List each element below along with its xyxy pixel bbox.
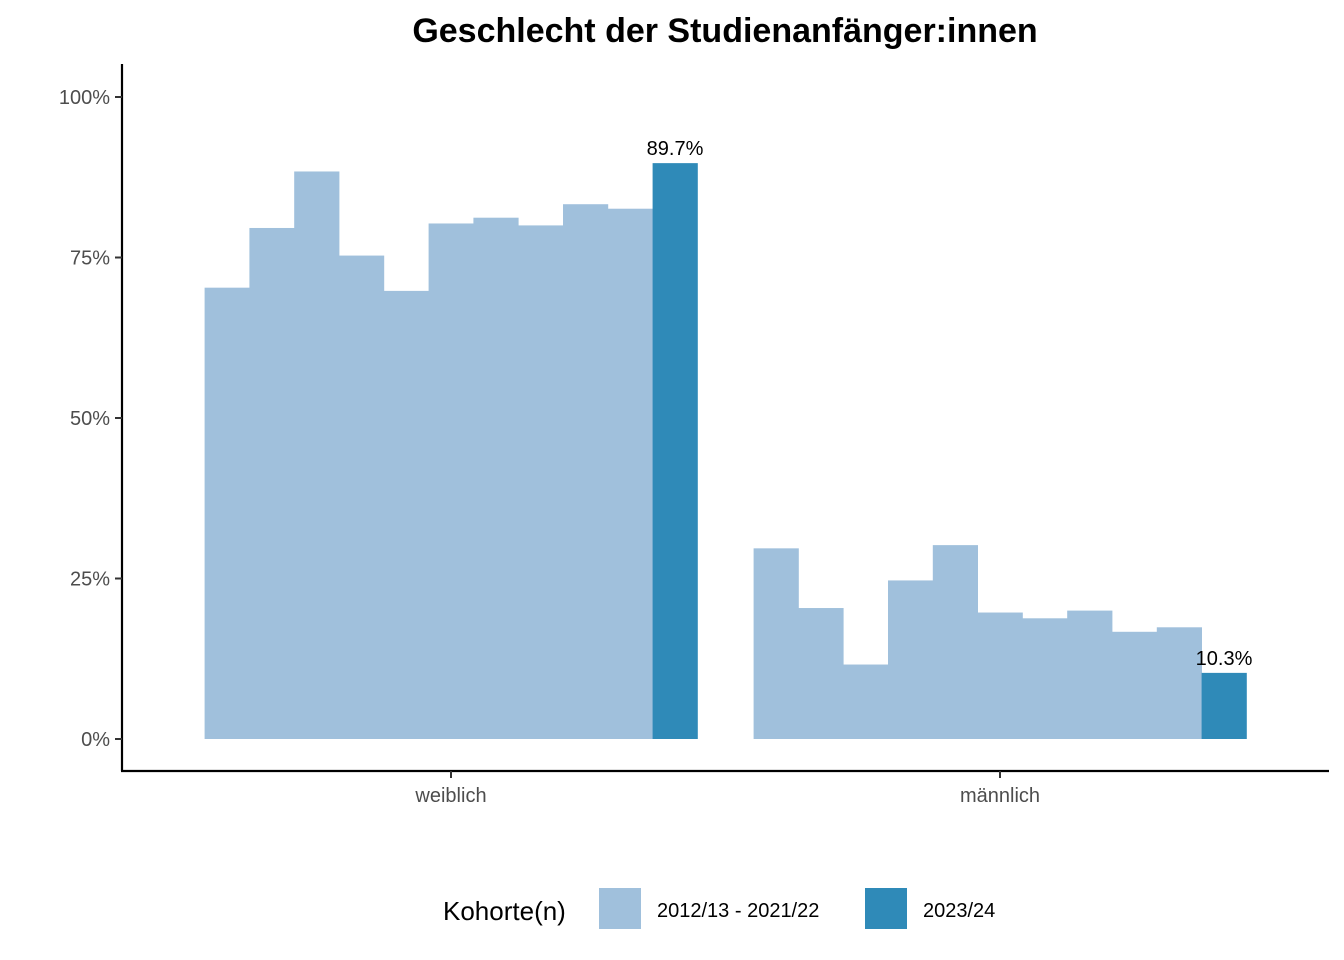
bar-weiblich-2013-14 (249, 227, 295, 739)
bar-männlich-2019-20 (1067, 610, 1113, 739)
legend-title: Kohorte(n) (443, 896, 566, 926)
bar-männlich-2018-19 (1022, 618, 1068, 739)
x-tick-label-männlich: männlich (960, 785, 1040, 807)
bar-weiblich-2018-19 (473, 217, 519, 739)
legend-label-past: 2012/13 - 2021/22 (657, 900, 819, 922)
bar-weiblich-2016-17 (383, 290, 429, 739)
axes: 0% 25% 50% 75% 100% weiblich männlich (59, 64, 1329, 807)
bar-männlich-2023-24 (1201, 672, 1247, 739)
y-tick-label: 0% (81, 729, 110, 751)
bar-weiblich-2017-18 (428, 223, 474, 740)
x-tick-label-weiblich: weiblich (414, 785, 486, 807)
y-tick-label: 50% (70, 408, 110, 430)
y-tick-label: 75% (70, 248, 110, 270)
bar-weiblich-2020-21 (563, 204, 609, 739)
legend-swatch-past (599, 888, 641, 929)
y-tick-label: 25% (70, 569, 110, 591)
bar-weiblich-2014-15 (294, 171, 340, 740)
plot-area: 89.7% 10.3% (204, 138, 1253, 740)
bar-weiblich-2012-13 (204, 287, 250, 739)
bar-männlich-2017-18 (977, 612, 1023, 739)
legend: Kohorte(n) 2012/13 - 2021/22 2023/24 (443, 888, 995, 929)
bar-weiblich-2023-24 (652, 163, 698, 739)
bar-männlich-2012-13 (753, 548, 799, 739)
legend-label-current: 2023/24 (923, 900, 995, 922)
data-label-männlich: 10.3% (1196, 648, 1253, 670)
bar-weiblich-2021-22 (607, 208, 653, 739)
bar-männlich-2014-15 (843, 664, 889, 739)
legend-swatch-current (865, 888, 907, 929)
bar-weiblich-2015-16 (339, 255, 385, 739)
bar-männlich-2020-21 (1112, 631, 1158, 739)
bar-männlich-2021-22 (1156, 627, 1202, 739)
y-tick-label: 100% (59, 87, 110, 109)
bar-männlich-2015-16 (888, 580, 934, 739)
bar-männlich-2016-17 (932, 545, 978, 739)
chart-title: Geschlecht der Studienanfänger:innen (412, 12, 1037, 50)
bar-männlich-2013-14 (798, 608, 844, 739)
bar-weiblich-2019-20 (518, 225, 564, 739)
data-label-weiblich: 89.7% (647, 138, 704, 160)
